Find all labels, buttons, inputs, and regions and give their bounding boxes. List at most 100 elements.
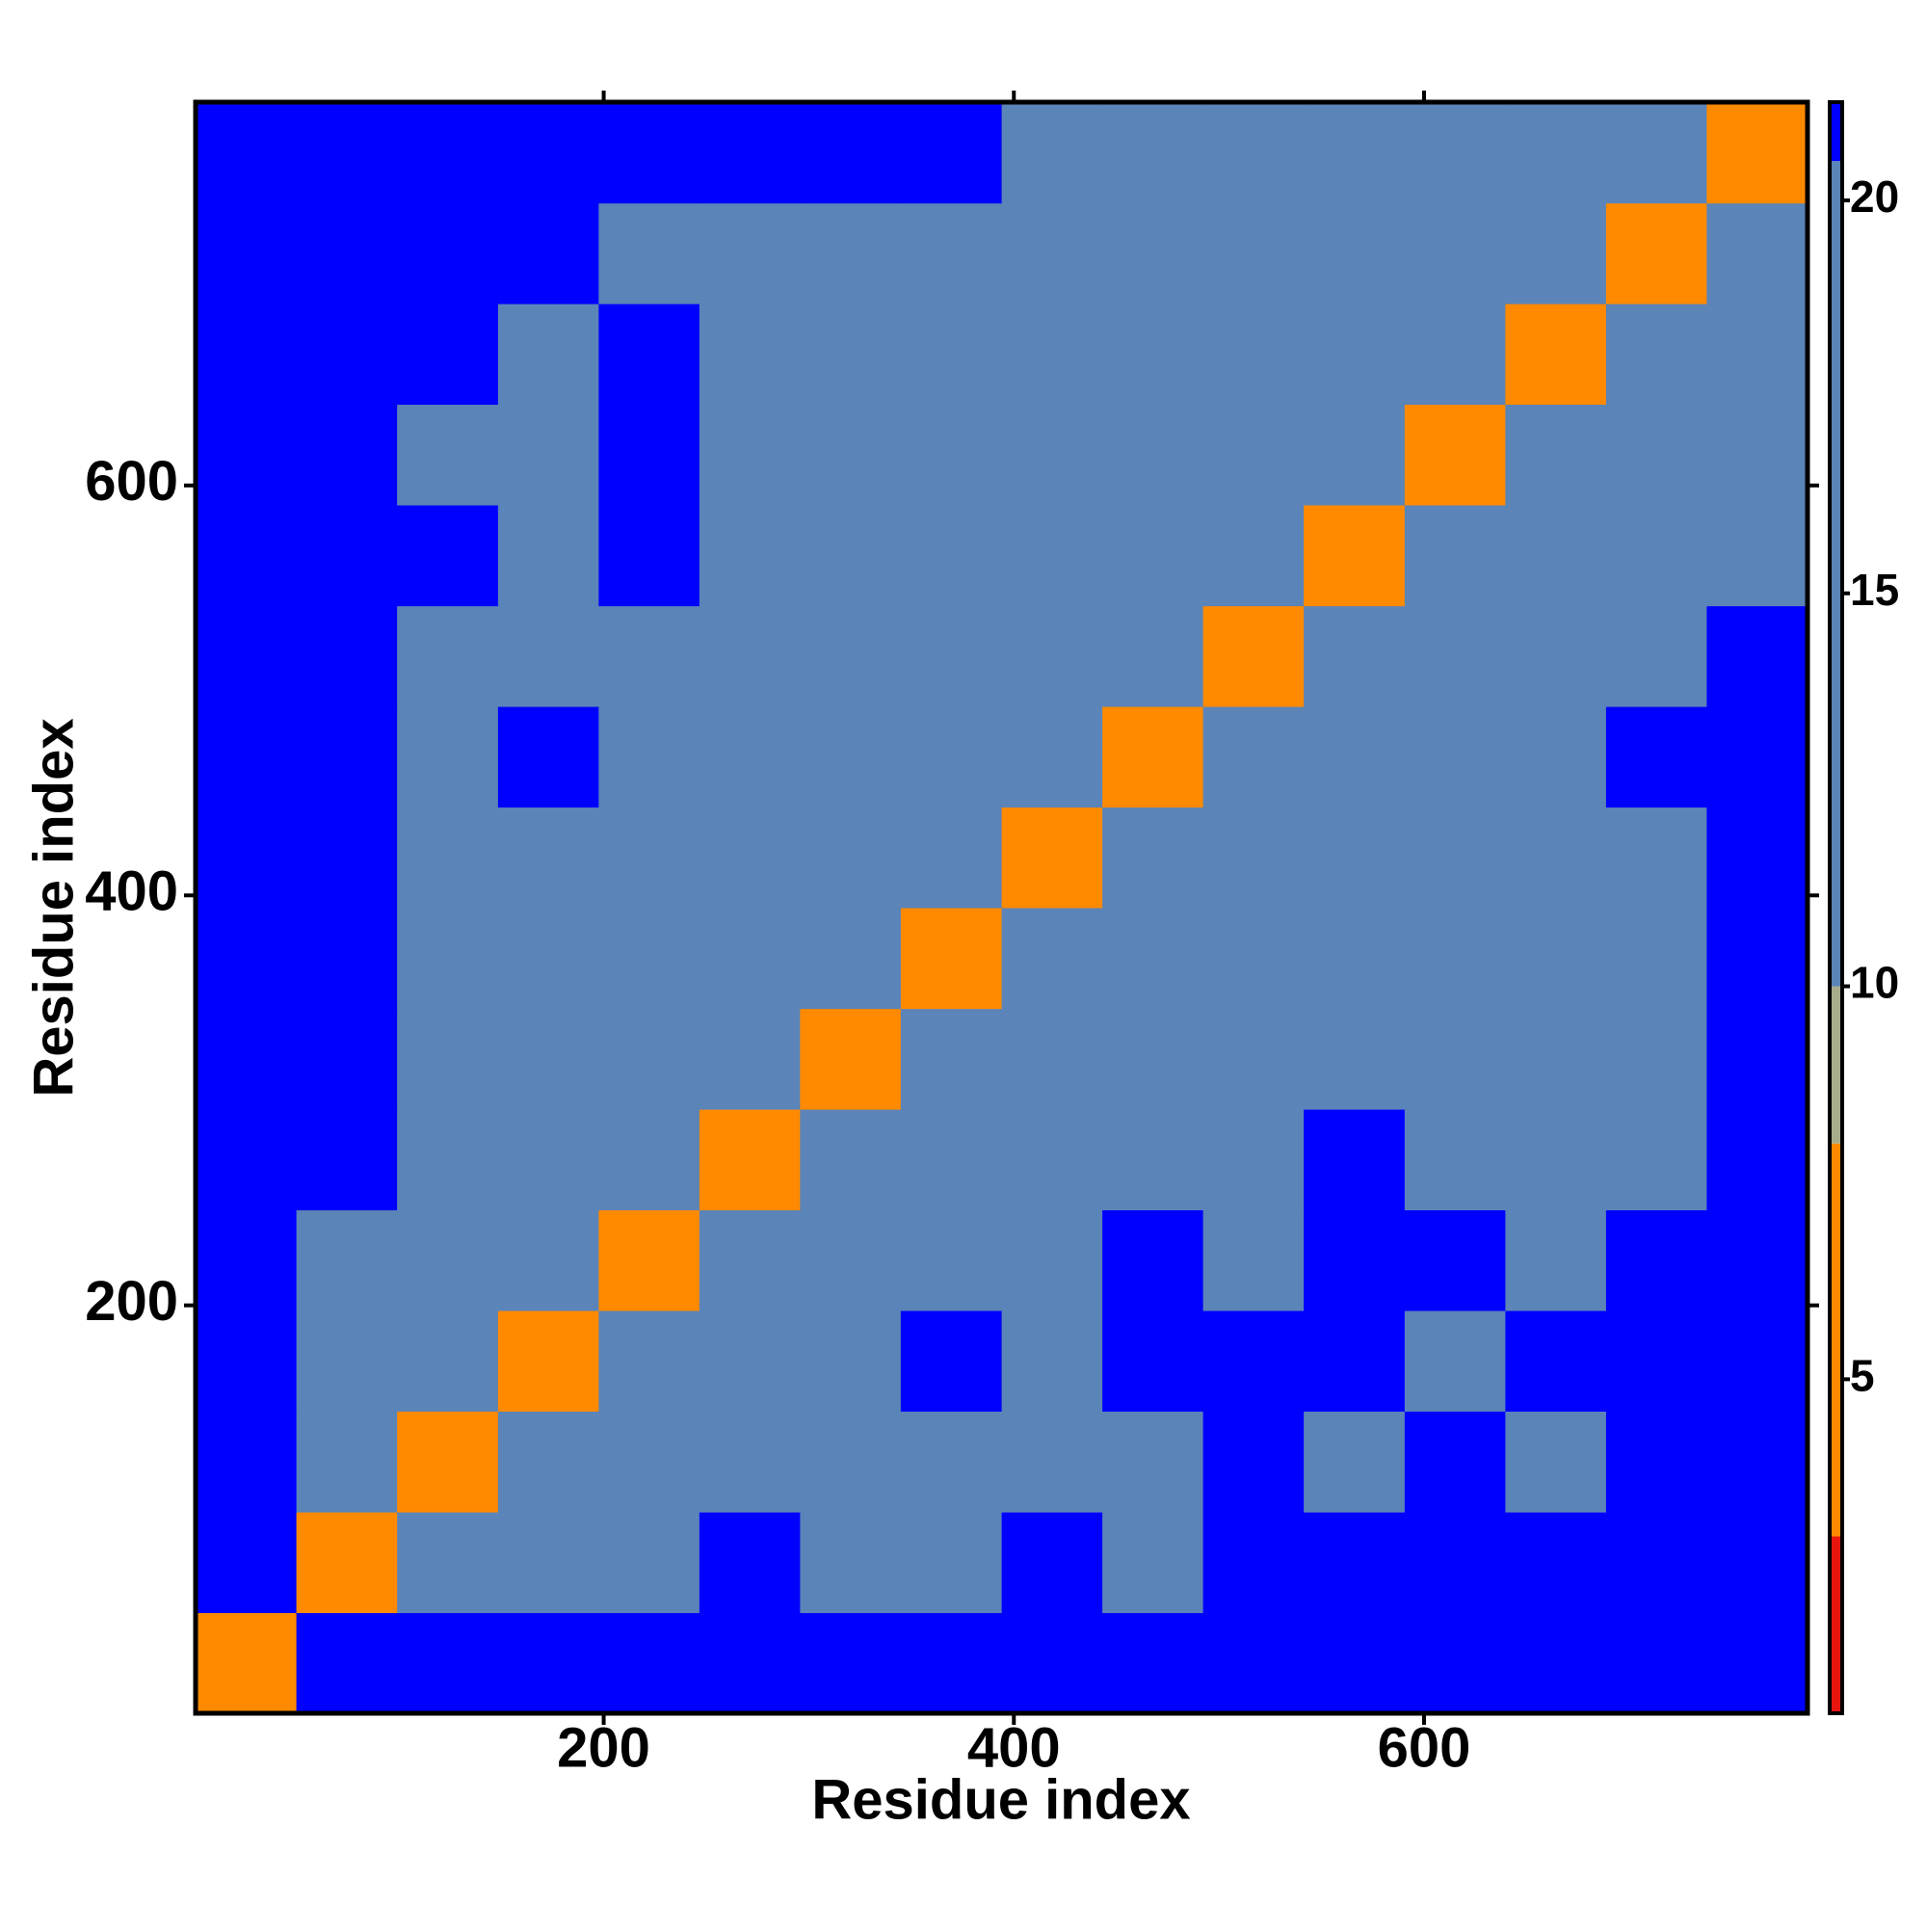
heat-cell bbox=[1202, 102, 1305, 204]
heat-cell bbox=[1001, 1109, 1103, 1211]
heat-cell bbox=[1505, 404, 1607, 506]
heat-cell bbox=[1001, 202, 1103, 304]
heat-cell bbox=[1404, 807, 1506, 909]
heat-cell bbox=[598, 1411, 700, 1513]
heat-cell bbox=[699, 102, 801, 204]
heat-cell bbox=[497, 404, 599, 506]
heat-cell bbox=[1102, 1411, 1204, 1513]
heat-cell bbox=[296, 807, 398, 909]
heat-cell bbox=[1202, 1008, 1305, 1110]
heat-cell bbox=[1102, 605, 1204, 707]
heat-cell bbox=[1202, 1310, 1305, 1412]
heat-cell bbox=[196, 807, 298, 909]
heat-cell bbox=[1404, 1612, 1506, 1714]
heat-cell bbox=[1404, 1209, 1506, 1311]
heat-cell bbox=[1102, 404, 1204, 506]
colorbar-band bbox=[1830, 161, 1842, 987]
heat-cell bbox=[1102, 1310, 1204, 1412]
heat-cell bbox=[1202, 1411, 1305, 1513]
heat-cell bbox=[1505, 304, 1607, 406]
heat-cell bbox=[196, 706, 298, 808]
heat-cell bbox=[1605, 304, 1707, 406]
heat-cell bbox=[196, 1411, 298, 1513]
heat-cell bbox=[1605, 1209, 1707, 1311]
heat-cell bbox=[1001, 1209, 1103, 1311]
heat-cell bbox=[900, 605, 1002, 707]
heat-cell bbox=[1202, 908, 1305, 1010]
heat-cell bbox=[800, 304, 902, 406]
heat-cell bbox=[1102, 1008, 1204, 1110]
colorbar-band bbox=[1830, 986, 1842, 1144]
heat-cell bbox=[1304, 1008, 1406, 1110]
heat-cell bbox=[196, 404, 298, 506]
heat-cell bbox=[1304, 1310, 1406, 1412]
heat-cell bbox=[1505, 605, 1607, 707]
heat-cell bbox=[1404, 505, 1506, 607]
heat-cell bbox=[1202, 1512, 1305, 1614]
heat-cell bbox=[900, 404, 1002, 506]
heat-cell bbox=[1304, 1612, 1406, 1714]
heat-cell bbox=[900, 1512, 1002, 1614]
heat-cell bbox=[1304, 505, 1406, 607]
heat-cell bbox=[1001, 1310, 1103, 1412]
heat-cell bbox=[598, 908, 700, 1010]
heat-cell bbox=[1505, 1310, 1607, 1412]
heat-cell bbox=[196, 1612, 298, 1714]
heat-cell bbox=[900, 304, 1002, 406]
heat-cell bbox=[497, 1612, 599, 1714]
heat-cell bbox=[497, 304, 599, 406]
heat-cell bbox=[296, 202, 398, 304]
heat-cell bbox=[1605, 1109, 1707, 1211]
heat-cell bbox=[699, 304, 801, 406]
heat-cell bbox=[900, 908, 1002, 1010]
heat-cell bbox=[1001, 807, 1103, 909]
heat-cell bbox=[800, 102, 902, 204]
heat-cell bbox=[699, 1512, 801, 1614]
heat-cell bbox=[1706, 605, 1808, 707]
heat-cell bbox=[1001, 1008, 1103, 1110]
heat-cell bbox=[1706, 505, 1808, 607]
heat-cell bbox=[397, 908, 499, 1010]
heat-cell bbox=[397, 1612, 499, 1714]
heat-cell bbox=[1001, 908, 1103, 1010]
heat-cell bbox=[1706, 1411, 1808, 1513]
heat-cell bbox=[1102, 1109, 1204, 1211]
heat-cell bbox=[1304, 706, 1406, 808]
heat-cell bbox=[699, 1109, 801, 1211]
heat-cell bbox=[1706, 807, 1808, 909]
heat-cell bbox=[1304, 908, 1406, 1010]
heat-cell bbox=[1102, 102, 1204, 204]
heat-cell bbox=[1404, 404, 1506, 506]
heat-cell bbox=[296, 605, 398, 707]
heat-cell bbox=[598, 1109, 700, 1211]
heat-cell bbox=[800, 1008, 902, 1110]
heat-cell bbox=[196, 304, 298, 406]
heat-cell bbox=[900, 505, 1002, 607]
heat-cell bbox=[397, 505, 499, 607]
heat-cell bbox=[1404, 1512, 1506, 1614]
heat-cell bbox=[598, 1209, 700, 1311]
colorbar-tick-label: 10 bbox=[1850, 958, 1899, 1008]
heat-cell bbox=[800, 1612, 902, 1714]
heat-cell bbox=[296, 1612, 398, 1714]
heat-cell bbox=[497, 1512, 599, 1614]
heat-cell bbox=[1404, 1411, 1506, 1513]
heat-cell bbox=[296, 1209, 398, 1311]
heat-cell bbox=[296, 1109, 398, 1211]
x-tick-label: 200 bbox=[557, 1716, 650, 1779]
heat-cell bbox=[699, 505, 801, 607]
heat-cell bbox=[1001, 605, 1103, 707]
heat-cell bbox=[1505, 807, 1607, 909]
heat-cell bbox=[800, 1411, 902, 1513]
heat-cell bbox=[1605, 1008, 1707, 1110]
heat-cell bbox=[1404, 706, 1506, 808]
heat-cell bbox=[196, 1209, 298, 1311]
heat-cell bbox=[800, 1310, 902, 1412]
heat-cell bbox=[699, 1612, 801, 1714]
heat-cell bbox=[1605, 706, 1707, 808]
heat-cell bbox=[497, 1109, 599, 1211]
heat-cell bbox=[1202, 404, 1305, 506]
heat-cell bbox=[1605, 1411, 1707, 1513]
heat-cell bbox=[1304, 605, 1406, 707]
heat-cell bbox=[1505, 1512, 1607, 1614]
